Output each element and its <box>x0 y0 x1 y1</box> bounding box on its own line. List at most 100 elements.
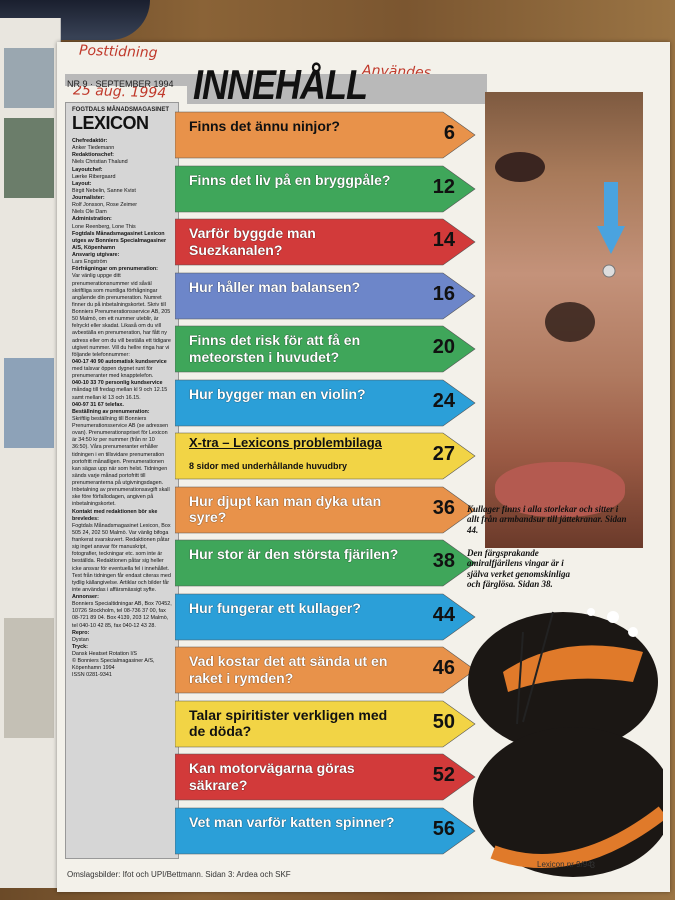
toc-arrow-shape <box>175 593 476 640</box>
colophon-line: Birgit Nebelin, Sanne Kvist <box>72 187 136 194</box>
toc-page-number: 16 <box>432 282 455 305</box>
toc-page-number: 44 <box>432 603 455 626</box>
caption-fjaril: Den färgsprakande amiralfjärilens vingar… <box>467 548 570 590</box>
toc-page-number: 46 <box>432 657 455 679</box>
photo-credits: Omslagsbilder: Ifot och UPI/Bettmann. Si… <box>67 870 291 879</box>
toc-question: Hur stor är den största fjärilen? <box>189 546 399 562</box>
colophon-line: Chefredaktör: <box>72 138 108 144</box>
toc-entry[interactable]: Hur bygger man en violin? 24 <box>175 378 485 428</box>
toc-question: Finns det liv på en bryggpåle? <box>189 171 391 188</box>
colophon-line: Skriftlig beställning till Bonniers Pren… <box>72 415 172 508</box>
toc-entry[interactable]: Vet man varför katten spinner? 56 <box>175 806 485 856</box>
toc-entry[interactable]: Vad kostar det att sända ut en raket i r… <box>175 645 485 695</box>
colophon-line: ISSN 0281-9341 <box>72 672 112 679</box>
magazine-page: Posttidning Användes. 25 aug. 1994 NR 9 … <box>57 42 670 892</box>
colophon-line: © Bonniers Specialmagasiner A/S, Köpenha… <box>72 658 156 672</box>
toc-entry[interactable]: Varför byggde man Suezkanalen? 14 <box>175 217 485 267</box>
toc-arrow-shape <box>175 486 476 533</box>
colophon-line: måndag till fredag mellan kl 9 och 12.15… <box>72 387 169 401</box>
toc-arrow-shape <box>175 807 476 854</box>
toc-question: Hur djupt kan man dyka utan syre? <box>189 492 382 526</box>
caption-kullager: Kullager finns i alla storlekar och sitt… <box>467 504 627 535</box>
lips <box>495 462 625 517</box>
toc-question: Finns det ännu ninjor? <box>189 118 340 134</box>
page-title: INNEHÅLL <box>193 60 368 108</box>
toc-question: Hur bygger man en violin? <box>189 385 366 402</box>
colophon-line: Layout: <box>72 180 92 187</box>
toc-entry[interactable]: Kan motorvägarna göras säkrare? 52 <box>175 752 485 802</box>
colophon-line: 040-97 31 67 telefax. <box>72 401 124 408</box>
colophon-line: Journalister: <box>72 195 105 201</box>
toc-page-number: 14 <box>432 229 455 251</box>
colophon-line: Beställning av prenumeration: <box>72 408 150 415</box>
toc-question: Vet man varför katten spinner? <box>189 813 395 830</box>
nose-stud-icon <box>602 264 616 278</box>
colophon-line: Niels Ole Dam <box>72 209 107 216</box>
butterfly-icon <box>468 608 663 877</box>
colophon-line: Var vänlig uppge ditt prenumerationsnumm… <box>72 273 173 358</box>
issue-label: NR 9 · SEPTEMBER 1994 <box>67 79 174 89</box>
toc-arrow-shape <box>175 379 476 426</box>
colophon-line: 040-10 33 70 personlig kundservice <box>72 380 163 387</box>
toc-entry[interactable]: Hur stor är den största fjärilen? 38 <box>175 538 485 588</box>
colophon-line: Lone Reenberg, Lone This <box>72 223 136 230</box>
toc-entry[interactable]: Hur fungerar ett kullager? 44 <box>175 592 485 642</box>
toc-entry[interactable]: X-tra – Lexicons problembilaga 8 sidor me… <box>175 431 485 481</box>
colophon-line: Fogtdals Månadsmagasinet Lexicon, Box 50… <box>72 522 173 593</box>
toc-subtitle: 8 sidor med underhållande huvudbry <box>189 461 348 471</box>
toc-arrow-shape <box>175 539 476 587</box>
toc-entry[interactable]: Hur håller man balansen? 16 <box>175 271 485 321</box>
nostril <box>545 302 595 342</box>
toc-page-number: 36 <box>432 496 455 519</box>
colophon-line: Ansvarig utgivare: <box>72 252 120 258</box>
colophon-sidebar: FOGTDALS MÅNADSMAGASINET LEXICON Chefred… <box>65 102 179 859</box>
colophon-line: Redaktionschef: <box>72 152 114 159</box>
colophon-line: 040-17 40 90 automatisk kundservice <box>72 358 167 365</box>
colophon-line: Annonser: <box>72 594 99 600</box>
title-bar <box>187 74 487 104</box>
toc-page-number: 56 <box>432 817 455 840</box>
toc-arrow-shape <box>175 165 476 212</box>
toc-page-number: 20 <box>432 336 455 358</box>
colophon-line: Layoutchef: <box>72 166 103 173</box>
page-number: 3 <box>590 860 596 870</box>
sidebar-logo: LEXICON <box>72 113 149 133</box>
toc-entry[interactable]: Talar spiritister verkligen med de döda?… <box>175 699 485 749</box>
toc-question: Kan motorvägarna göras säkrare? <box>189 760 355 793</box>
toc-page-number: 24 <box>432 389 455 412</box>
toc-arrow-shape <box>175 646 476 694</box>
toc-question: Finns det risk för att få en meteorsten … <box>189 332 361 365</box>
toc-page-number: 38 <box>432 550 455 572</box>
toc-page-number: 50 <box>432 710 455 733</box>
toc-page-number: 6 <box>443 122 455 144</box>
toc-entry[interactable]: Finns det liv på en bryggpåle? 12 <box>175 164 485 214</box>
issue-footer: Lexicon nr 9/94 <box>537 860 592 869</box>
toc-entry[interactable]: Finns det ännu ninjor? 6 <box>175 110 485 160</box>
toc-page-number: 52 <box>432 764 455 786</box>
handwritten-note-1: Posttidning <box>78 42 158 62</box>
toc-arrow-shape <box>175 272 476 319</box>
toc-entry[interactable]: Hur djupt kan man dyka utan syre? 36 <box>175 485 485 535</box>
toc-question: Hur fungerar ett kullager? <box>189 599 361 616</box>
colophon-line: Fogtdals Månadsmagasinet Lexicon utges a… <box>72 230 168 251</box>
toc-arrow-shape <box>175 325 476 373</box>
face-photo <box>485 92 643 548</box>
adjacent-magazine-page <box>0 18 61 888</box>
colophon-line: Förfrågningar om prenumeration: <box>72 266 158 273</box>
toc-question: Hur håller man balansen? <box>189 278 361 295</box>
colophon-line: Rolf Jonsson, Rose Zeimer <box>72 202 138 209</box>
colophon-line: Niels Christian Thalund <box>72 159 128 166</box>
colophon-line: med talsvar öppen dygnet runt för prenum… <box>72 366 155 380</box>
colophon-line: Kontakt med redaktionen bör ske brevlede… <box>72 508 159 522</box>
colophon-line: Dystan <box>72 636 89 643</box>
colophon-line: Dansk Heatset Rotation I/S <box>72 651 138 657</box>
issue-bar <box>65 74 190 86</box>
toc-arrow-shape <box>175 700 476 747</box>
colophon-line: Administration: <box>72 216 112 223</box>
toc-entry[interactable]: Finns det risk för att få en meteorsten … <box>175 324 485 374</box>
toc-question: X-tra – Lexicons problembilaga <box>189 435 382 450</box>
colophon-line: Tryck: <box>72 643 88 650</box>
toc-question: Vad kostar det att sända ut en raket i r… <box>189 653 388 686</box>
colophon-line: Anker Tiedemann <box>72 145 115 152</box>
toc-arrow-shape <box>175 218 476 266</box>
